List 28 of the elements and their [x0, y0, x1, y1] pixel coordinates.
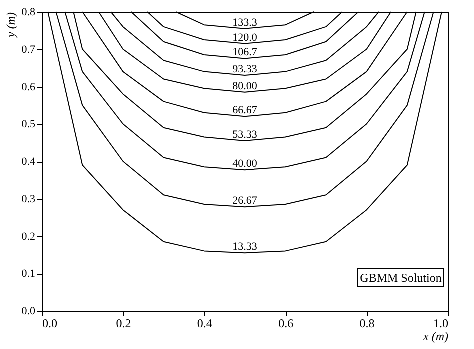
series-label: 66.67: [232, 104, 258, 117]
series-label: 80.00: [232, 80, 258, 92]
series-label: 40.00: [232, 158, 258, 170]
y-tick-label: 0.7: [22, 44, 36, 56]
annotation: GBMM Solution: [360, 271, 442, 285]
series-label: 120.0: [232, 32, 258, 44]
y-tick-label: 0.2: [22, 230, 36, 243]
y-tick-label: 0.1: [22, 268, 36, 280]
x-tick-label: 1.0: [434, 316, 448, 330]
series-label: 26.67: [232, 195, 258, 208]
series-label: 133.3: [232, 16, 258, 29]
y-tick-label: 0.8: [22, 6, 36, 18]
series-label: 106.7: [232, 46, 258, 59]
x-axis-title: x (m): [422, 330, 449, 344]
y-tick-label: 0.0: [22, 306, 36, 318]
series-label: 93.33: [232, 64, 258, 76]
series-label: 13.33: [232, 241, 258, 254]
x-tick-label: 0.6: [278, 316, 294, 330]
y-tick-label: 0.6: [22, 81, 36, 94]
y-tick-label: 0.4: [22, 156, 36, 168]
y-tick-label: 0.3: [22, 193, 36, 206]
y-axis-title: y (m): [4, 12, 18, 38]
x-tick-label: 0.4: [197, 316, 212, 330]
x-tick-label: 0.0: [42, 316, 58, 330]
series-label: 53.33: [232, 128, 258, 141]
x-tick-label: 0.2: [116, 316, 132, 330]
x-tick-label: 0.8: [360, 316, 375, 330]
y-tick-label: 0.5: [22, 118, 36, 131]
